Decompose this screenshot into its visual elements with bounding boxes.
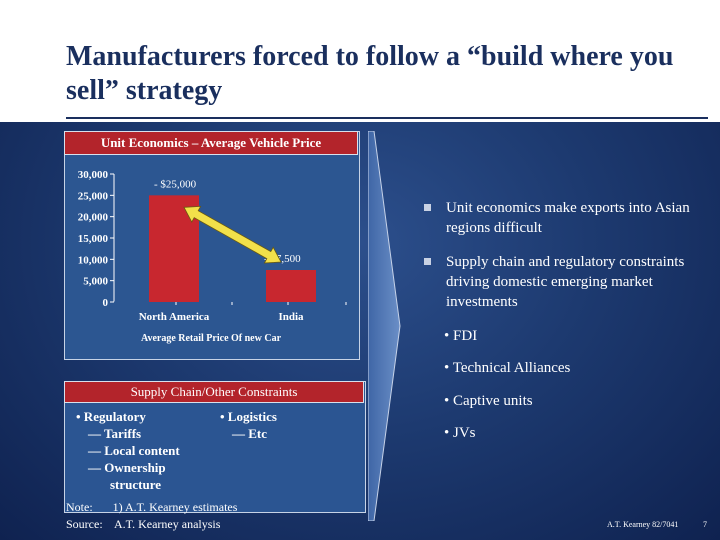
note-text: 1) A.T. Kearney estimates <box>112 500 238 514</box>
y-tick-label: 10,000 <box>78 254 109 266</box>
note-line: Note: 1) A.T. Kearney estimates <box>66 500 237 515</box>
sub-bullet-text: FDI <box>453 328 478 344</box>
title-rule <box>66 117 708 119</box>
chart-panel <box>64 131 360 360</box>
title-area <box>0 0 720 122</box>
sub-bullet-text: JVs <box>453 425 476 441</box>
sub-bullet-text: Technical Alliances <box>452 360 571 376</box>
source-text: A.T. Kearney analysis <box>114 517 221 531</box>
bar-chart: 0 5,000 10,000 15,000 20,000 25,000 30,000 Nort… <box>78 169 348 323</box>
list-item: — Tariffs <box>88 426 142 441</box>
supply-chain-right-list: • Logistics — Etc <box>220 408 277 442</box>
bar <box>266 270 316 302</box>
sub-bullet-text: Captive units <box>453 393 533 409</box>
supply-chain-left-list: • Regulatory — Tariffs — Local content —… <box>76 408 180 493</box>
list-item: • Logistics <box>220 409 277 424</box>
x-tick-label: India <box>278 311 304 323</box>
bullet-point: Supply chain and regulatory constraints … <box>446 254 685 310</box>
source-label: Source: <box>66 517 103 531</box>
list-item: — Local content <box>88 443 180 458</box>
source-line: Source: A.T. Kearney analysis <box>66 517 220 532</box>
list-item: structure <box>110 477 162 492</box>
square-bullet-icon <box>424 204 431 211</box>
data-label: - $25,000 <box>154 178 197 190</box>
y-tick-label: 30,000 <box>78 169 109 181</box>
page-number: 7 <box>703 520 707 529</box>
list-item: — Etc <box>232 426 268 441</box>
note-label: Note: <box>66 500 93 514</box>
sub-bullet: • JVs <box>444 425 476 441</box>
y-tick-label: 5,000 <box>83 276 108 288</box>
x-tick-label: North America <box>139 311 210 323</box>
list-item: • Regulatory <box>76 409 146 424</box>
chart-header: Unit Economics – Average Vehicle Price <box>64 131 358 155</box>
sub-bullet: • Technical Alliances <box>444 360 571 376</box>
y-tick-label: 0 <box>103 297 109 309</box>
bullet-point: Unit economics make exports into Asian r… <box>446 200 690 236</box>
double-arrow-icon <box>183 205 282 264</box>
supply-chain-header: Supply Chain/Other Constraints <box>64 381 364 403</box>
slide-title: Manufacturers forced to follow a “build … <box>66 41 674 106</box>
y-tick-label: 15,000 <box>78 233 109 245</box>
right-chevron-arrow <box>368 131 401 521</box>
chart-caption: Average Retail Price Of new Car <box>140 333 282 344</box>
document-id: A.T. Kearney 82/7041 <box>607 520 679 529</box>
list-item: — Ownership <box>88 460 166 475</box>
square-bullet-icon <box>424 258 431 265</box>
y-tick-label: 25,000 <box>78 190 109 202</box>
sub-bullet: • Captive units <box>444 393 533 409</box>
y-tick-label: 20,000 <box>78 212 109 224</box>
sub-bullet: • FDI <box>444 328 478 344</box>
